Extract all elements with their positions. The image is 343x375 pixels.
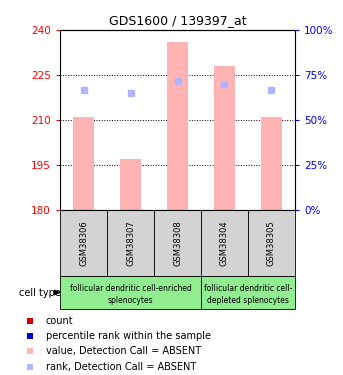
Bar <box>214 66 235 210</box>
Bar <box>120 159 141 210</box>
Bar <box>248 210 295 276</box>
Text: follicular dendritic cell-: follicular dendritic cell- <box>204 284 292 293</box>
Bar <box>201 210 248 276</box>
Bar <box>60 276 201 309</box>
Text: rank, Detection Call = ABSENT: rank, Detection Call = ABSENT <box>46 362 196 372</box>
Bar <box>60 210 107 276</box>
Text: follicular dendritic cell-enriched: follicular dendritic cell-enriched <box>70 284 191 293</box>
Title: GDS1600 / 139397_at: GDS1600 / 139397_at <box>109 15 246 27</box>
Text: count: count <box>46 315 73 326</box>
Bar <box>154 210 201 276</box>
Bar <box>107 210 154 276</box>
Text: GSM38308: GSM38308 <box>173 220 182 266</box>
Text: GSM38307: GSM38307 <box>126 220 135 266</box>
Text: cell type: cell type <box>19 288 61 297</box>
Bar <box>261 117 282 210</box>
Text: GSM38304: GSM38304 <box>220 220 229 266</box>
Bar <box>73 117 94 210</box>
Text: GSM38305: GSM38305 <box>267 220 276 266</box>
Text: GSM38306: GSM38306 <box>79 220 88 266</box>
Bar <box>201 276 295 309</box>
Text: value, Detection Call = ABSENT: value, Detection Call = ABSENT <box>46 346 201 357</box>
Bar <box>167 42 188 210</box>
Text: splenocytes: splenocytes <box>108 296 153 305</box>
Text: percentile rank within the sample: percentile rank within the sample <box>46 331 211 341</box>
Text: depleted splenocytes: depleted splenocytes <box>207 296 289 305</box>
